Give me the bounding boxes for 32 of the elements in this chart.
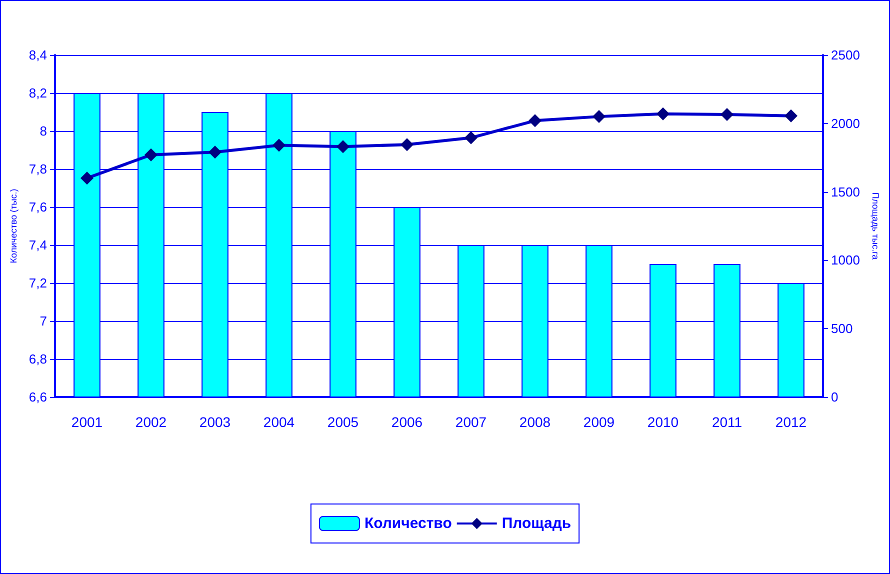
- y-tick-label: 8,2: [28, 86, 47, 100]
- y2-axis-title: Площадь тыс.га: [870, 192, 880, 260]
- y-tick-label: 7,8: [28, 162, 47, 176]
- y2-tick-label: 2000: [831, 116, 860, 131]
- x-tick-label: 2007: [455, 414, 487, 430]
- x-tick-label: 2008: [519, 414, 551, 430]
- x-tick-label: 2010: [647, 414, 679, 430]
- y-tick-label: 7,2: [28, 276, 47, 290]
- y2-tick-label: 0: [831, 390, 838, 404]
- y-tick-label: 8: [40, 124, 47, 138]
- x-tick-label: 2002: [135, 414, 167, 430]
- y-tick-label: 8,4: [28, 48, 47, 62]
- y-axis-title: Количество (тыс.): [8, 188, 19, 264]
- y2-tick-label: 500: [831, 321, 853, 336]
- x-tick-label: 2006: [391, 414, 423, 430]
- y2-tick-label: 2500: [831, 48, 860, 62]
- x-tick-label: 2009: [583, 414, 615, 430]
- y-tick-label: 6,6: [28, 390, 47, 404]
- y-tick-label: 7: [40, 314, 47, 328]
- y2-tick-label: 1500: [831, 184, 860, 200]
- y-tick-label: 6,8: [28, 352, 47, 366]
- x-tick-label: 2003: [199, 414, 231, 430]
- x-tick-label: 2001: [71, 414, 103, 430]
- x-tick-label: 2004: [263, 414, 295, 430]
- legend-label: Количество: [364, 515, 452, 532]
- legend-label: Площадь: [502, 515, 572, 532]
- y-tick-label: 7,6: [28, 200, 47, 214]
- y2-tick-label: 1000: [831, 252, 860, 268]
- x-tick-label: 2012: [775, 414, 807, 430]
- x-tick-label: 2005: [327, 414, 359, 430]
- x-tick-label: 2011: [712, 414, 742, 430]
- y-tick-label: 7,4: [28, 238, 47, 252]
